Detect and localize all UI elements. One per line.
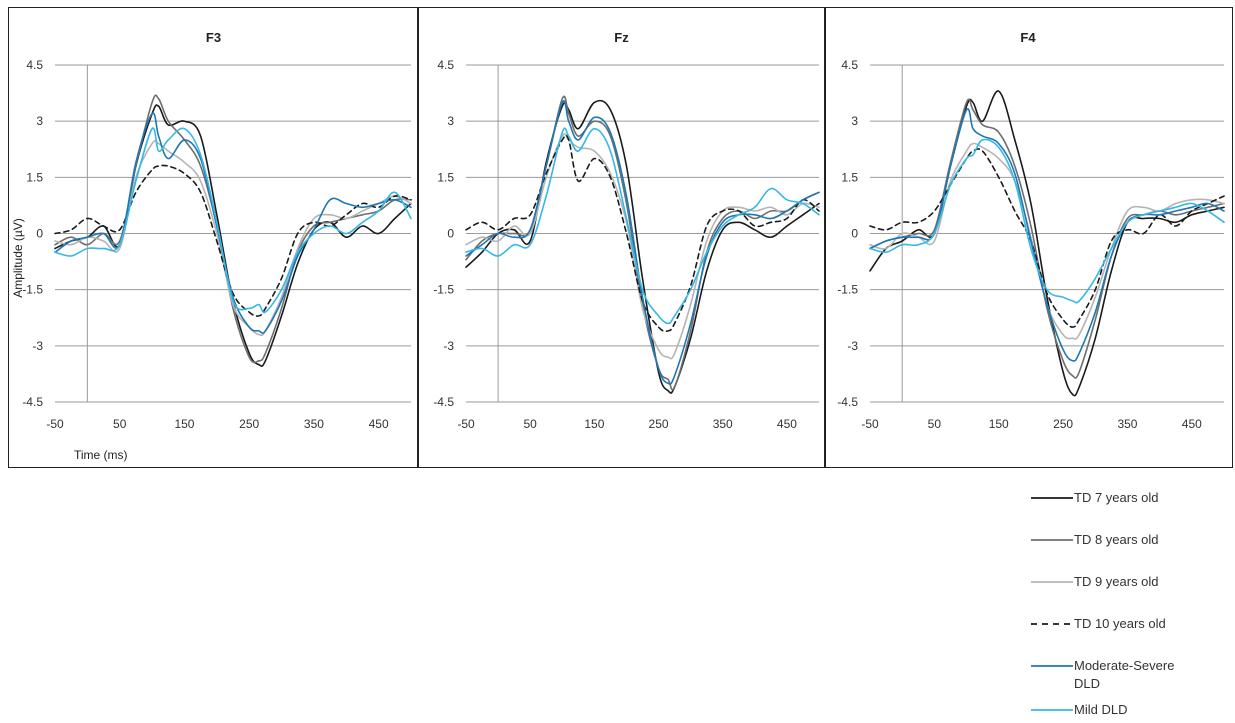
legend-item: TD 8 years old [1030, 532, 1159, 549]
y-tick-label: 1.5 [841, 170, 858, 184]
y-tick-label: 3 [851, 114, 858, 128]
plot-f4: 4.5 3 1.5 0 -1.5 -3 -4.5-50 50 150 250 350 450 [837, 58, 1225, 431]
series-line-mild-dld [54, 127, 412, 314]
panel-title: F4 [1020, 30, 1036, 45]
x-tick-label: 450 [369, 417, 389, 431]
legend-label: TD 10 years old [1074, 616, 1166, 631]
x-tick-label: 150 [174, 417, 194, 431]
y-tick-label: 4.5 [841, 58, 858, 72]
legend-item: Mild DLD [1030, 702, 1128, 719]
x-tick-label: -50 [457, 417, 475, 431]
y-tick-label: -4.5 [433, 395, 454, 409]
y-tick-label: 3 [447, 114, 454, 128]
panel-title: Fz [614, 30, 629, 45]
y-tick-label: -4.5 [837, 395, 858, 409]
x-tick-label: 150 [584, 417, 604, 431]
series-line-mild-dld [869, 138, 1225, 304]
x-axis-label: Time (ms) [74, 448, 128, 462]
x-tick-label: 50 [113, 417, 127, 431]
y-tick-label: 4.5 [437, 58, 454, 72]
y-tick-label: 0 [851, 227, 858, 241]
panel-f4: F4 4.5 3 1.5 0 -1.5 -3 -4.5 -50 50 150 250 350 450 [825, 8, 1231, 467]
y-tick-label: 1.5 [26, 170, 43, 184]
legend-item: TD 10 years old [1030, 616, 1166, 633]
legend-swatch [1030, 660, 1074, 672]
y-tick-label: 0 [447, 227, 454, 241]
series-line-td-10-years-old [54, 164, 412, 317]
panel-divider [824, 8, 826, 467]
legend-label: Mild DLD [1074, 702, 1128, 717]
legend-item: Moderate-Severe DLD [1030, 658, 1204, 693]
legend-label: TD 7 years old [1074, 490, 1159, 505]
x-tick-label: 350 [1117, 417, 1137, 431]
legend-label: TD 9 years old [1074, 574, 1159, 589]
x-tick-label: 450 [1182, 417, 1202, 431]
x-tick-label: -50 [861, 417, 879, 431]
legend-label: TD 8 years old [1074, 532, 1159, 547]
x-tick-label: 250 [239, 417, 259, 431]
x-tick-label: -50 [46, 417, 64, 431]
series-line-mild-dld [465, 127, 820, 325]
y-tick-label: -1.5 [837, 283, 858, 297]
y-tick-label: -3 [32, 339, 43, 353]
legend-swatch [1030, 704, 1074, 716]
y-tick-label: 0 [36, 227, 43, 241]
y-tick-label: -1.5 [22, 283, 43, 297]
series-line-td-7-years-old [465, 99, 820, 394]
legend-item: TD 9 years old [1030, 574, 1159, 591]
panel-divider [417, 8, 419, 467]
legend-swatch [1030, 492, 1074, 504]
plot-fz: 4.5 3 1.5 0 -1.5 -3 -4.5-50 50 150 250 350 450 [433, 58, 820, 431]
panel-fz: Fz 4.5 3 1.5 0 -1.5 -3 -4.5 -50 50 150 250 350 450 [418, 8, 825, 467]
legend-label: Moderate-Severe DLD [1074, 658, 1175, 691]
y-tick-label: 1.5 [437, 170, 454, 184]
series-line-td-10-years-old [869, 148, 1225, 328]
series-line-td-7-years-old [54, 104, 412, 367]
x-tick-label: 50 [524, 417, 538, 431]
y-tick-label: -4.5 [22, 395, 43, 409]
legend-swatch [1030, 534, 1074, 546]
legend-swatch [1030, 576, 1074, 588]
panel-f3: F3 Amplitude (µV) Time (ms) 4.5 3 1.5 0 -1.5… [9, 8, 418, 467]
x-tick-label: 150 [989, 417, 1009, 431]
y-tick-label: -3 [847, 339, 858, 353]
series-line-td-9-years-old [54, 140, 412, 337]
chart-area: F3 Amplitude (µV) Time (ms) 4.5 3 1.5 0 -1.5… [8, 7, 1233, 468]
x-tick-label: 450 [777, 417, 797, 431]
x-tick-label: 250 [649, 417, 669, 431]
legend-item: TD 7 years old [1030, 490, 1159, 507]
series-line-moderate-severe-dld [465, 100, 820, 385]
y-tick-label: -3 [443, 339, 454, 353]
x-tick-label: 250 [1053, 417, 1073, 431]
legend-swatch [1030, 618, 1074, 630]
y-tick-label: 4.5 [26, 58, 43, 72]
x-tick-label: 350 [304, 417, 324, 431]
series-line-td-9-years-old [465, 133, 820, 360]
plot-f3: 4.5 3 1.5 0 -1.5 -3 -4.5-50 50 150 250 350 450 [22, 58, 412, 431]
x-tick-label: 50 [928, 417, 942, 431]
y-tick-label: 3 [36, 114, 43, 128]
panel-title: F3 [205, 30, 222, 45]
y-tick-label: -1.5 [433, 283, 454, 297]
x-tick-label: 350 [713, 417, 733, 431]
